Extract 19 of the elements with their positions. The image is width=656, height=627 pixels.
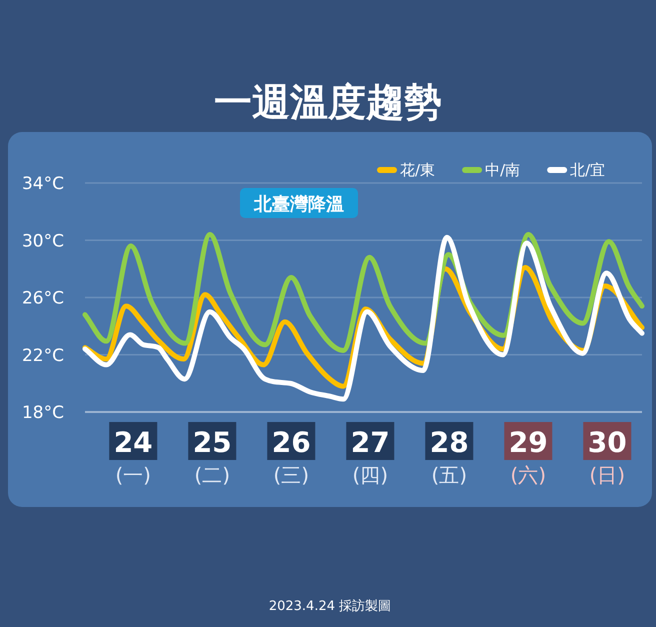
xtick: 24 (一) (109, 422, 158, 487)
xtick: 28 (五) (425, 422, 474, 487)
annotation: 北臺灣降溫 (253, 194, 344, 215)
ytick: 26°C (22, 288, 64, 308)
legend-label: 花/東 (400, 161, 436, 179)
xtick: 27 (四) (346, 422, 394, 487)
xtick: 25 (二) (188, 422, 236, 487)
xtick: 29 (六) (504, 422, 552, 487)
ytick: 22°C (22, 346, 64, 366)
legend-label: 北/宜 (570, 161, 606, 179)
annotation: 北臺灣降溫 (240, 188, 358, 218)
xtick: 26 (三) (267, 422, 316, 487)
ytick: 30°C (22, 231, 64, 252)
title: 一週溫度趨勢 (214, 80, 442, 124)
ytick: 34°C (22, 174, 64, 194)
legend-label: 中/南 (485, 161, 520, 179)
xtick: 30 (日) (583, 422, 632, 487)
ytick: 18°C (22, 403, 64, 423)
annotation: 2023.4.24 採訪製圖 (268, 599, 392, 614)
